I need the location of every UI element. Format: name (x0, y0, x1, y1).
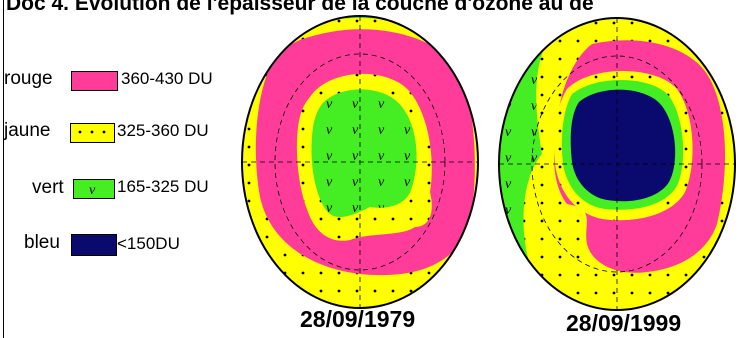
legend-range-vert: 165-325 DU (117, 177, 209, 196)
legend-range-jaune: 325-360 DU (117, 121, 209, 140)
v-pattern-icon: v (89, 183, 96, 197)
legend-swatch-vert: v (73, 179, 115, 199)
legend-swatch-bleu (71, 234, 117, 256)
legend-label-vert: vert (32, 177, 64, 198)
legend-label-bleu: bleu (24, 232, 60, 253)
legend-swatch-rouge (71, 71, 118, 91)
map-date-1979: 28/09/1979 (300, 306, 416, 332)
legend-label-jaune: jaune (4, 120, 51, 141)
ozone-map-1979: v (241, 15, 479, 309)
svg-text:v: v (89, 183, 96, 197)
ozone-map-1999: v (498, 17, 736, 311)
left-border-line (3, 0, 4, 338)
legend-swatch-jaune (70, 123, 115, 143)
legend-label-rouge: rouge (4, 68, 53, 89)
legend-range-bleu: <150DU (117, 234, 180, 253)
legend-range-rouge: 360-430 DU (121, 69, 213, 88)
dot-pattern-icon (78, 130, 106, 134)
map-date-1999: 28/09/1999 (566, 310, 682, 336)
document-title: Doc 4. Évolution de l'épaisseur de la co… (6, 0, 594, 15)
